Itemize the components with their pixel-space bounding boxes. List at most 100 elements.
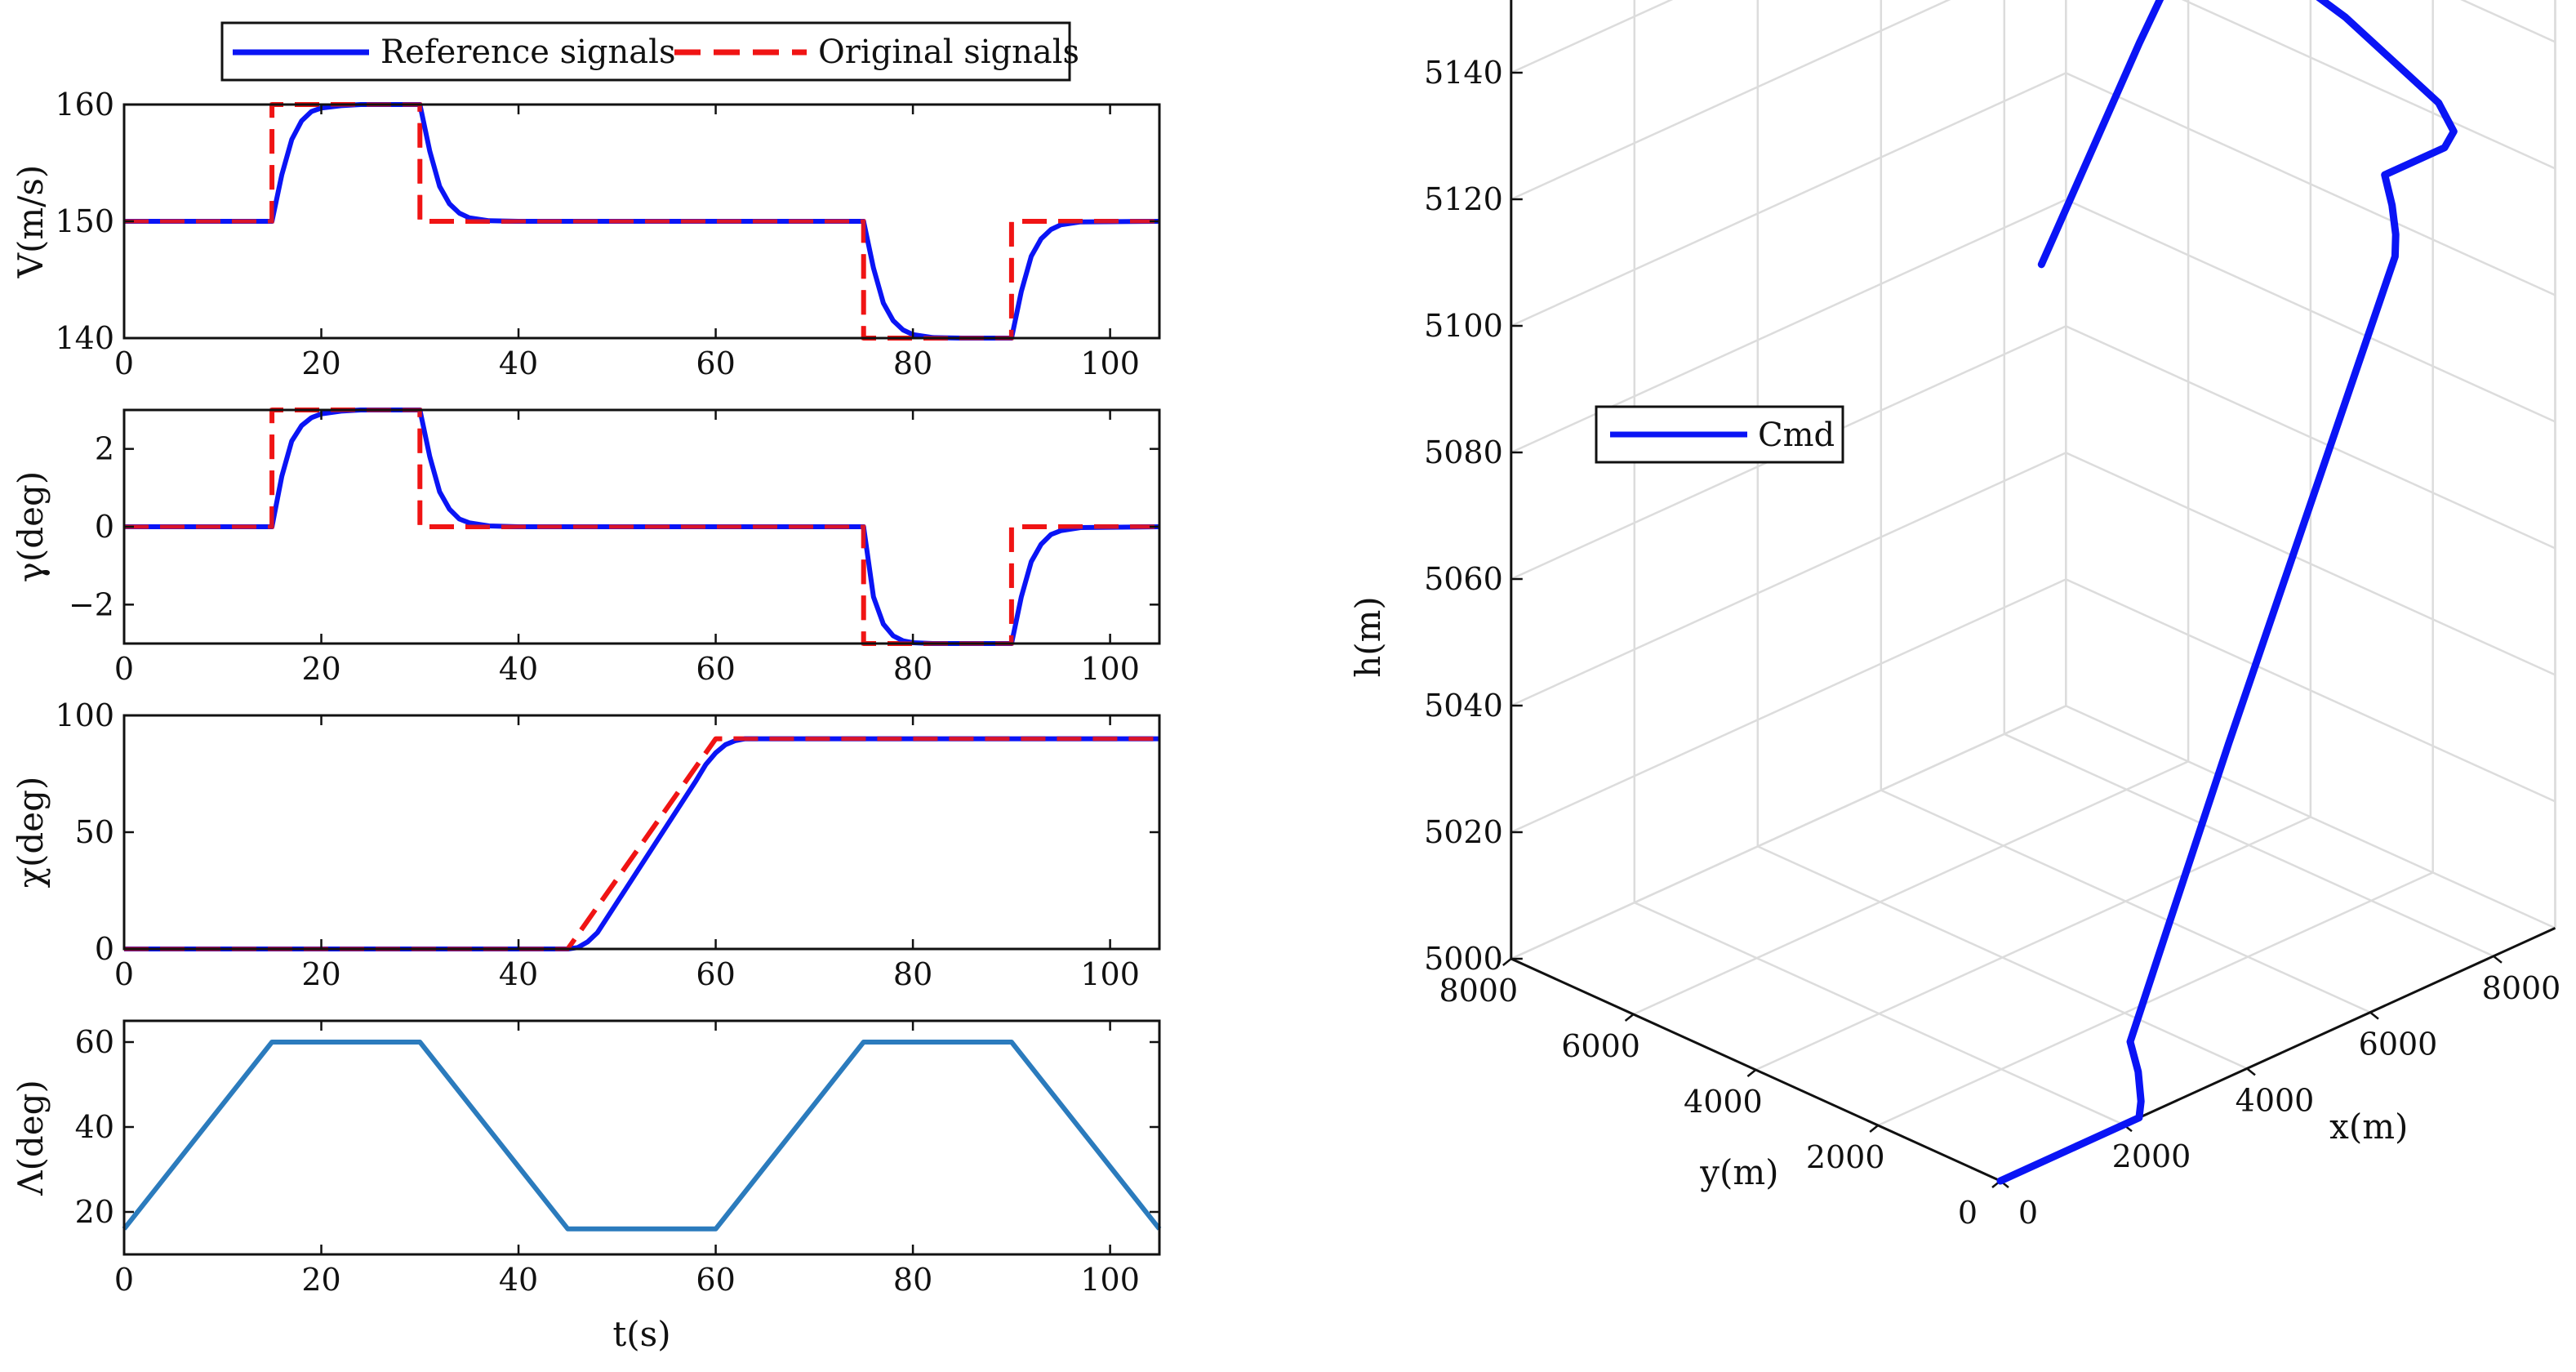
series-reference-signals-line (124, 736, 1159, 951)
x-tick-label: 6000 (2359, 1027, 2438, 1062)
grid-line-side-wall (1510, 0, 1951, 201)
y-tick-label: 6000 (1561, 1028, 1640, 1064)
x-tick-label: 100 (1080, 651, 1140, 687)
x-tick-label: 0 (2018, 1195, 2038, 1231)
z-tick-label: 5100 (1424, 308, 1503, 344)
z-tick-label: 5060 (1424, 561, 1503, 597)
x-tick-label: 20 (301, 1262, 340, 1298)
series-reference-signals-line (124, 408, 1160, 646)
y-tick-label: 40 (75, 1109, 114, 1145)
y-tick-label: 160 (55, 87, 114, 122)
x-tick-label: 80 (893, 651, 932, 687)
x-tick-mark (2493, 955, 2503, 964)
y-tick-label: 150 (55, 203, 114, 239)
x-tick-label: 40 (499, 345, 538, 381)
y-tick-label: 4000 (1684, 1084, 1763, 1120)
x-tick-label: 8000 (2482, 970, 2561, 1006)
top-legend: Reference signals Original signals (220, 21, 1079, 82)
series-original-signals-overlay (124, 102, 1159, 341)
y-tick-mark (1869, 1125, 1879, 1133)
axes-box (122, 714, 1161, 951)
x-tick-label: 0 (114, 1262, 134, 1298)
legend-3d: Cmd (1595, 405, 1844, 464)
y-tick-mark (1746, 1069, 1757, 1077)
grid-line-back-wall (2065, 72, 2556, 296)
grid-line-side-wall (1510, 452, 2067, 707)
x-tick-label: 4000 (2236, 1082, 2315, 1118)
x-tick-label: 0 (114, 345, 134, 381)
y-tick-label: 0 (95, 931, 114, 967)
x-tick-label: 100 (1080, 956, 1140, 992)
x-tick-label: 100 (1080, 345, 1140, 381)
grid-line-floor (1755, 816, 2311, 1071)
y-tick-label: 2000 (1806, 1139, 1885, 1175)
y-tick-mark (1624, 1013, 1635, 1022)
y-axis-label: γ(deg) (11, 471, 51, 583)
z-tick-label: 5020 (1424, 814, 1503, 850)
z-tick-label: 5040 (1424, 688, 1503, 724)
grid-line-back-wall (2065, 325, 2556, 550)
y-tick-label: 0 (1958, 1195, 1978, 1231)
x-tick-label: 80 (893, 956, 932, 992)
series---line (122, 1040, 1162, 1232)
grid-line-back-wall (2181, 0, 2556, 170)
trajectory-cmd-line (1996, 0, 2458, 1185)
series-original-signals-overlay (124, 737, 1159, 951)
z-axis-label: h(m) (1348, 596, 1388, 678)
x-tick-label: 60 (696, 345, 735, 381)
z-tick-label: 5000 (1424, 941, 1503, 977)
series-original-signals-line (124, 736, 1159, 951)
x-axis-label: t(s) (612, 1314, 670, 1354)
grid-line-floor (1510, 705, 2067, 960)
x-axis-label: x(m) (2329, 1107, 2408, 1147)
grid-line-back-wall (2460, 0, 2556, 43)
grid-line-side-wall (1510, 578, 2067, 834)
y-axis-label: y(m) (1699, 1152, 1778, 1192)
y-axis-label: χ(deg) (11, 777, 51, 889)
y-tick-label: 50 (75, 814, 114, 850)
y-tick-label: 100 (55, 697, 114, 733)
x-tick-label: 80 (893, 1262, 932, 1298)
z-tick-label: 5120 (1424, 181, 1503, 217)
legend-label-cmd: Cmd (1758, 416, 1835, 454)
x-tick-label: 80 (893, 345, 932, 381)
y-tick-label: −2 (69, 586, 114, 622)
x-tick-label: 20 (301, 956, 340, 992)
x-tick-label: 40 (499, 1262, 538, 1298)
x-tick-label: 2000 (2112, 1138, 2191, 1174)
grid-line-floor (1877, 871, 2434, 1127)
y-tick-label: 0 (95, 509, 114, 545)
axes-box (122, 1019, 1161, 1256)
trajectory-3d-plot: 0200040006000800002000400060008000500050… (1348, 0, 2560, 1231)
y-axis-label: Λ(deg) (11, 1080, 51, 1196)
y-tick-label: 140 (55, 320, 114, 356)
y-tick-label: 2 (95, 431, 114, 467)
grid-line-back-wall (2065, 198, 2556, 423)
z-tick-label: 5140 (1424, 55, 1503, 91)
series-reference-signals-line (124, 102, 1160, 341)
y-tick-mark (1502, 958, 1512, 966)
x-tick-label: 60 (696, 1262, 735, 1298)
x-tick-mark (2369, 1011, 2379, 1020)
x-tick-label: 40 (499, 956, 538, 992)
y-tick-label: 20 (75, 1194, 114, 1230)
x-tick-label: 20 (301, 651, 340, 687)
y-tick-label: 60 (75, 1024, 114, 1060)
x-tick-label: 0 (114, 956, 134, 992)
legend-label-original: Original signals (818, 33, 1079, 71)
grid-line-back-wall (2065, 578, 2556, 803)
grid-line-floor (1633, 760, 2189, 1016)
x-tick-label: 20 (301, 345, 340, 381)
x-tick-label: 60 (696, 956, 735, 992)
legend-label-reference: Reference signals (380, 33, 675, 71)
grid-line-back-wall (2065, 452, 2556, 676)
x-tick-mark (2246, 1067, 2256, 1076)
grid-line-side-wall (1510, 0, 1674, 74)
panel-3: 0 20 40 60 80 100 0 50 100 χ(deg) (11, 697, 1161, 992)
z-tick-label: 5080 (1424, 434, 1503, 470)
panel-1: 0 20 40 60 80 100 140 150 160 V(m/s) (11, 87, 1161, 381)
